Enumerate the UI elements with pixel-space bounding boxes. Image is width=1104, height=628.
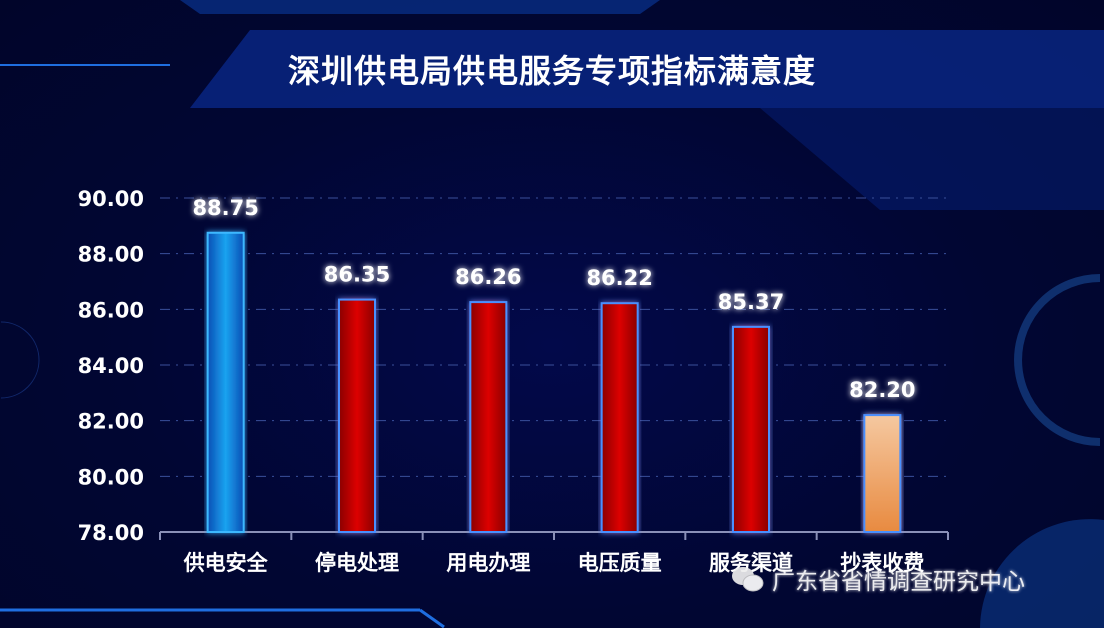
x-tick-label: 用电办理 [446, 551, 530, 575]
bar [732, 325, 770, 534]
bar [863, 414, 902, 534]
y-tick-label: 90.00 [78, 187, 144, 211]
wechat-icon [732, 567, 764, 592]
data-label: 86.22 [586, 266, 652, 290]
data-label: 88.75 [192, 196, 258, 220]
data-label: 82.20 [849, 378, 915, 402]
bar [469, 301, 508, 534]
data-label: 86.35 [324, 263, 390, 287]
bar [600, 302, 639, 533]
y-tick-label: 84.00 [78, 354, 144, 378]
y-tick-label: 88.00 [78, 243, 144, 267]
bar [338, 298, 376, 534]
bar [206, 231, 245, 534]
x-tick-label: 供电安全 [183, 551, 269, 575]
x-tick-label: 停电处理 [315, 551, 399, 575]
watermark-text: 广东省省情调查研究中心 [772, 569, 1025, 595]
data-label: 85.37 [718, 290, 784, 314]
data-label: 86.26 [455, 265, 521, 289]
watermark: 广东省省情调查研究中心 [730, 562, 1025, 596]
y-tick-label: 86.00 [78, 298, 144, 322]
y-tick-label: 80.00 [78, 465, 144, 489]
y-tick-label: 78.00 [78, 521, 144, 545]
y-tick-label: 82.00 [78, 410, 144, 434]
chart-title: 深圳供电局供电服务专项指标满意度 [287, 52, 816, 90]
x-tick-label: 电压质量 [578, 551, 662, 575]
x-tick-label: 抄表收费 [840, 551, 924, 575]
